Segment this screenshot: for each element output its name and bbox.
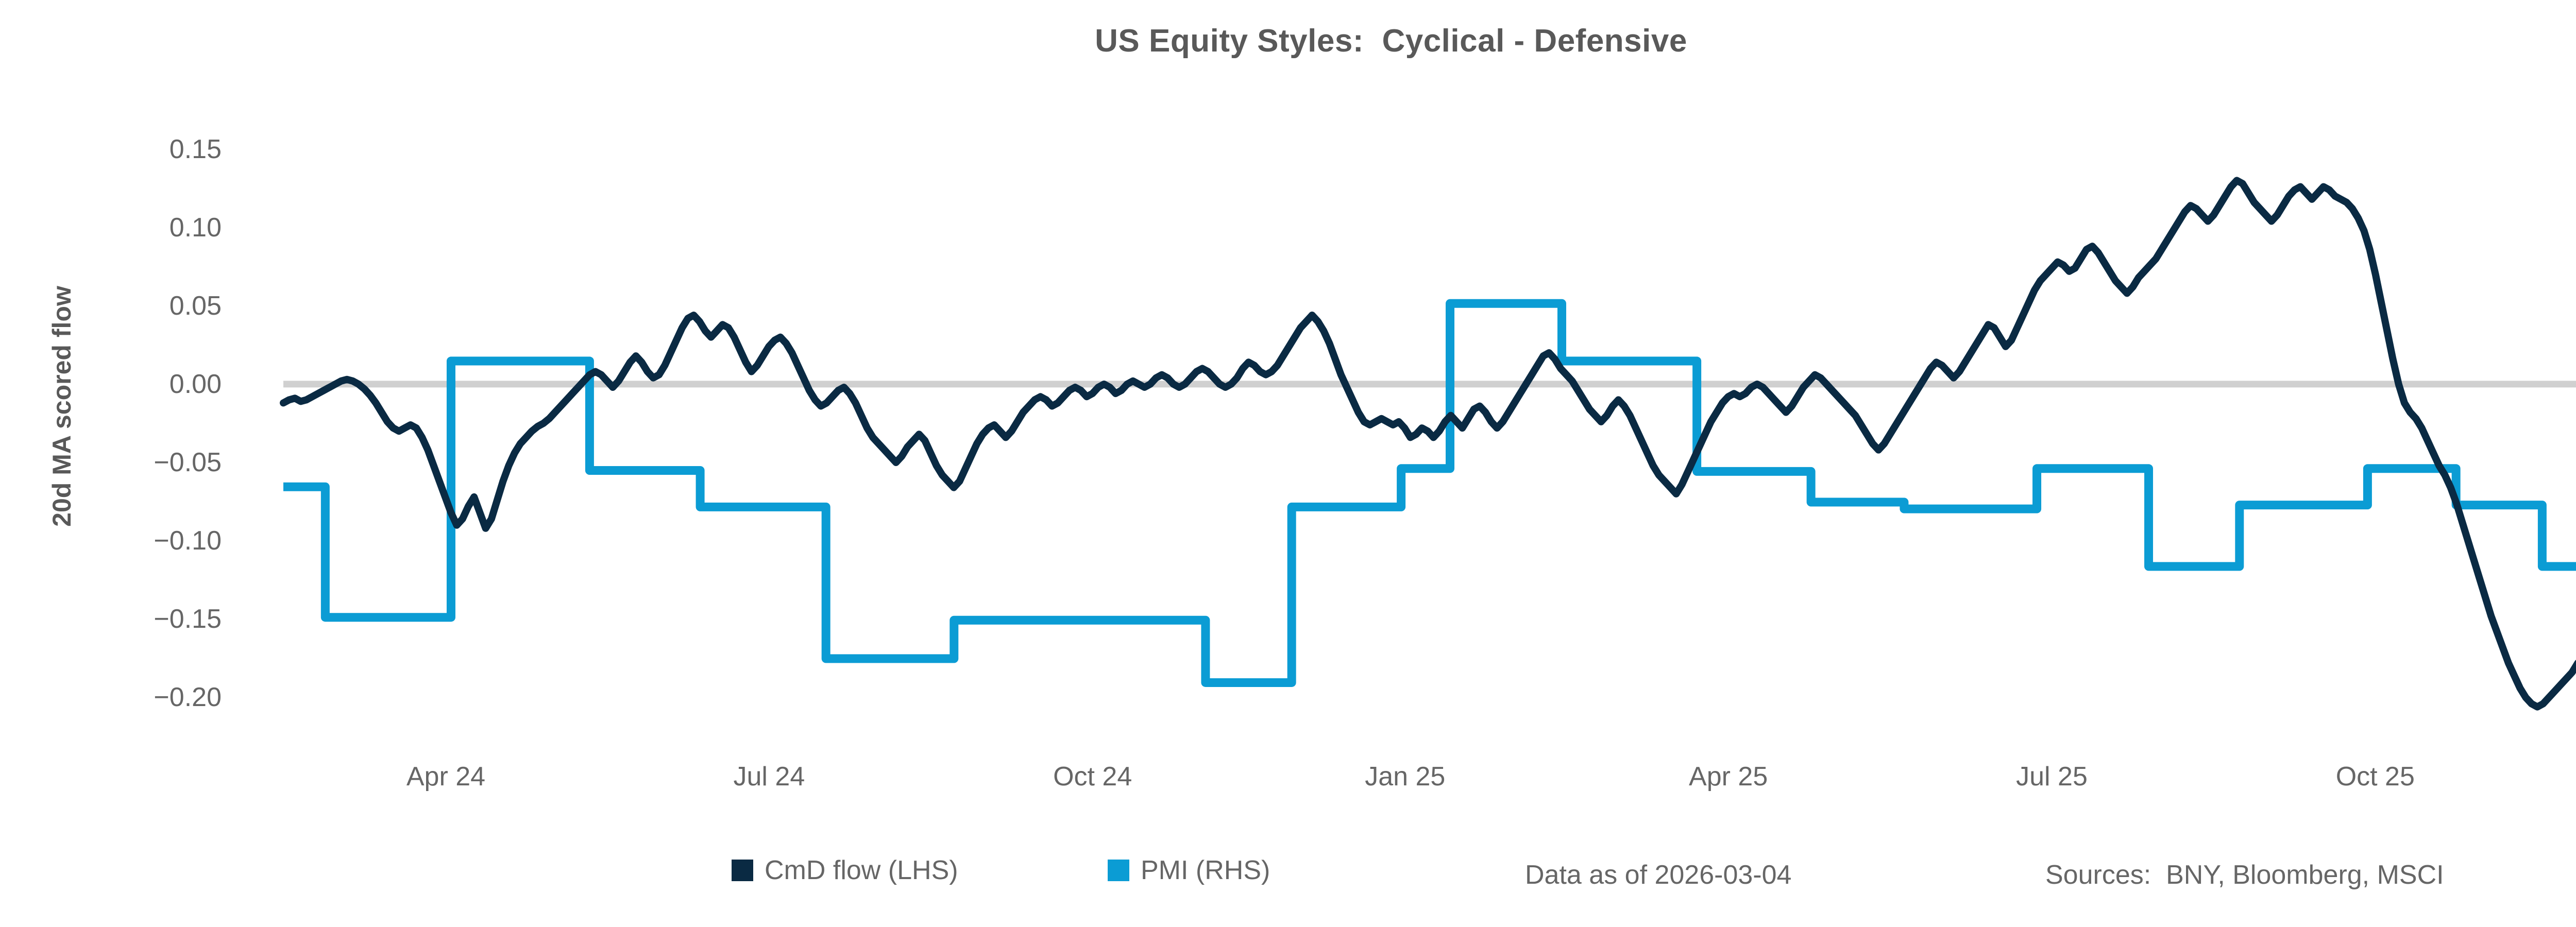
x-axis-tick: Oct 24 (1053, 762, 1132, 792)
x-axis-tick: Oct 25 (2335, 762, 2415, 792)
legend: CmD flow (LHS) PMI (RHS) Data as of 2026… (0, 852, 2576, 909)
page-title: US Equity Styles: Cyclical - Defensive (1095, 23, 1687, 59)
legend-swatch-cmd-flow (732, 860, 753, 881)
legend-item-pmi: PMI (RHS) (1108, 852, 1270, 888)
y-axis-left-tick: 0.15 (169, 134, 222, 164)
pmi-step-line (283, 299, 2576, 687)
y-axis-left-tick: 0.00 (169, 369, 222, 399)
cmd-flow-line (280, 177, 2576, 711)
legend-label-pmi: PMI (RHS) (1141, 855, 1270, 885)
y-axis-left-tick: 0.05 (169, 290, 222, 321)
legend-label-cmd-flow: CmD flow (LHS) (765, 855, 958, 885)
y-axis-left-tick: 0.10 (169, 212, 222, 243)
data-as-of-note: Data as of 2026-03-04 (1525, 860, 1792, 890)
y-axis-left-tick: −0.05 (154, 448, 222, 478)
sources-note: Sources: BNY, Bloomberg, MSCI (2045, 860, 2444, 890)
x-axis-tick: Apr 25 (1689, 762, 1768, 792)
x-axis-tick: Jul 25 (2016, 762, 2088, 792)
y-axis-left-tick: −0.20 (154, 682, 222, 713)
legend-item-cmd-flow: CmD flow (LHS) (732, 852, 958, 888)
legend-swatch-pmi (1108, 860, 1129, 881)
x-axis-tick: Apr 24 (406, 762, 486, 792)
x-axis-tick: Jan 25 (1365, 762, 1446, 792)
y-axis-left-tick: −0.10 (154, 526, 222, 556)
x-axis-tick: Jul 24 (733, 762, 805, 792)
y-axis-left-tick: −0.15 (154, 604, 222, 634)
